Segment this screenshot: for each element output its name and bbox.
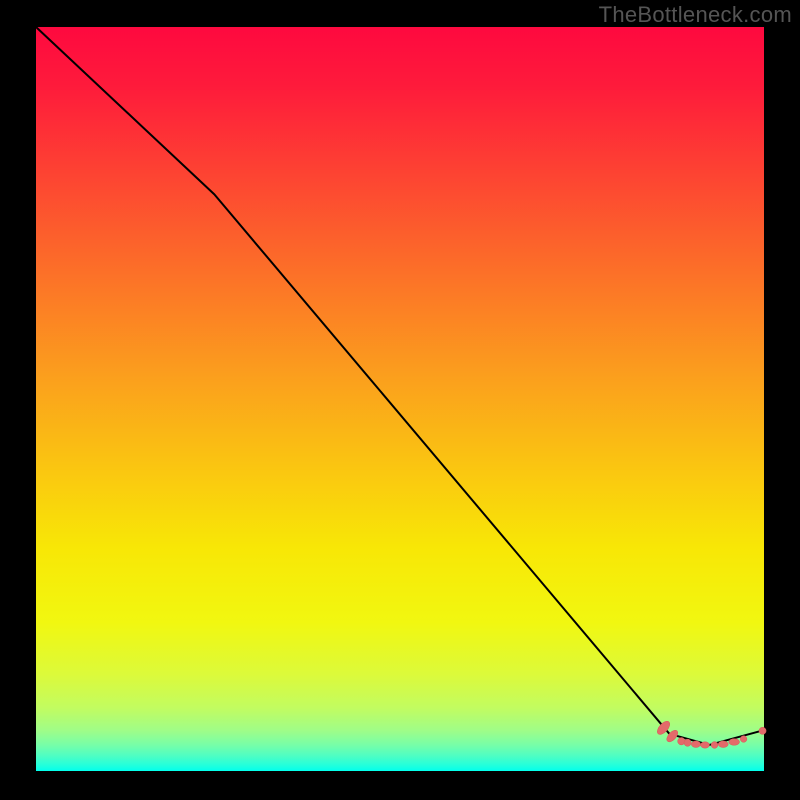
data-marker <box>701 742 710 748</box>
data-marker <box>691 741 700 748</box>
watermark-text: TheBottleneck.com <box>599 2 792 28</box>
data-marker <box>718 741 728 748</box>
data-marker <box>740 736 747 743</box>
plot-background <box>36 27 764 771</box>
data-marker <box>711 742 718 749</box>
data-marker <box>759 727 766 734</box>
data-marker <box>684 739 691 746</box>
data-marker <box>729 739 740 746</box>
chart-container: TheBottleneck.com <box>0 0 800 800</box>
bottleneck-chart <box>0 0 800 800</box>
